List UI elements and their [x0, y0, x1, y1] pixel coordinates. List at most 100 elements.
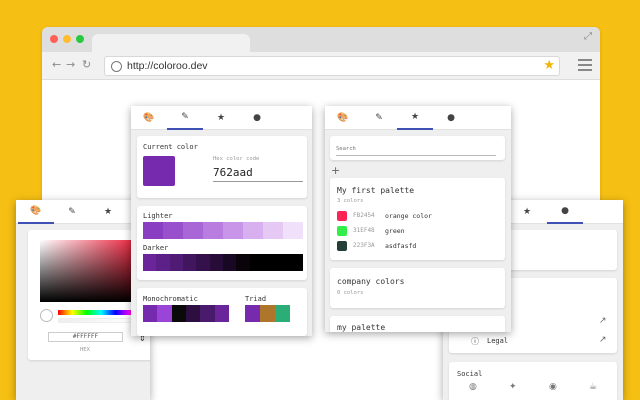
monochromatic-swatch[interactable] [200, 305, 215, 322]
star-tab-icon[interactable]: ★ [103, 207, 113, 217]
user-tab-icon[interactable]: ● [253, 113, 261, 123]
darker-swatch[interactable] [236, 254, 250, 271]
hamburger-menu-icon[interactable] [578, 59, 592, 74]
palette-tab-icon[interactable]: 🎨 [143, 113, 155, 123]
add-palette-button[interactable]: + [331, 164, 341, 177]
search-input[interactable]: Search [336, 146, 356, 152]
palette-color-hex: FB2454 [353, 212, 375, 219]
triad-swatch[interactable] [245, 305, 260, 322]
monochromatic-label: Monochromatic [143, 295, 198, 303]
darker-swatch[interactable] [182, 254, 197, 271]
social-heading: Social [457, 370, 483, 378]
twitter-icon[interactable]: ✦ [509, 382, 517, 392]
star-tab-icon[interactable]: ★ [397, 106, 433, 130]
close-window-button[interactable] [50, 35, 58, 43]
format-toggle-icon[interactable]: ⇕ [139, 334, 146, 343]
lighter-swatch[interactable] [183, 222, 203, 239]
darker-swatch[interactable] [222, 254, 237, 271]
saturation-area[interactable] [40, 240, 144, 302]
eyedropper-tab-icon[interactable]: ✎ [375, 113, 383, 123]
star-tab-icon[interactable]: ★ [522, 207, 532, 217]
back-icon[interactable]: ← [52, 58, 62, 71]
palette-card[interactable]: My first palette 3 colors FB2454 orange c… [330, 178, 505, 260]
legal-link[interactable]: Legal [487, 337, 509, 345]
browser-tab[interactable] [92, 34, 250, 52]
monochromatic-swatch-row [143, 305, 229, 322]
lighter-swatch[interactable] [223, 222, 243, 239]
darker-swatch[interactable] [196, 254, 210, 271]
browser-toolbar: ← → ↻ http://coloroo.dev ★ [42, 52, 600, 80]
monochromatic-swatch[interactable] [143, 305, 158, 322]
lighter-swatch[interactable] [283, 222, 303, 239]
palette-tab-icon[interactable]: 🎨 [337, 113, 349, 123]
darker-swatch[interactable] [169, 254, 183, 271]
browser-titlebar: ⤢ [42, 27, 600, 52]
star-tab-icon[interactable]: ★ [216, 113, 226, 123]
darker-swatch[interactable] [249, 254, 263, 271]
palette-color-row[interactable]: 31EF48 green [337, 225, 497, 240]
palette-tab-icon[interactable]: 🎨 [18, 200, 54, 224]
shades-card: Lighter Darker [137, 206, 307, 280]
palette-card[interactable]: my palette [330, 316, 505, 332]
palette-color-hex: 223F3A [353, 242, 375, 249]
forward-icon[interactable]: → [66, 58, 76, 71]
triad-label: Triad [245, 295, 267, 303]
palettes-panel-tabs: 🎨 ✎ ★ ● [325, 106, 511, 130]
social-card: Social ◍ ✦ ◉ ☕ [449, 362, 617, 400]
darker-swatch[interactable] [156, 254, 170, 271]
hex-code-input[interactable]: 762aad [213, 166, 253, 179]
triad-swatch[interactable] [260, 305, 275, 322]
darker-swatch[interactable] [289, 254, 303, 271]
external-link-icon[interactable]: ↗ [599, 335, 607, 345]
hex-input[interactable]: #FFFFFF [48, 332, 123, 342]
editor-panel: 🎨 ✎ ★ ● Current color Hex color code 762… [131, 106, 312, 336]
current-color-card: Current color Hex color code 762aad [137, 136, 307, 198]
color-picker-card: #FFFFFF HEX ⇕ [28, 230, 150, 360]
lighter-label: Lighter [143, 212, 173, 220]
darker-swatch-row [143, 254, 303, 271]
picker-panel: 🎨 ✎ ★ #FFFFFF HEX ⇕ [16, 200, 150, 400]
search-underline [336, 155, 496, 156]
maximize-window-button[interactable] [76, 35, 84, 43]
bookmark-star-icon[interactable]: ★ [543, 58, 555, 73]
monochromatic-swatch[interactable] [214, 305, 229, 322]
hue-slider[interactable] [58, 310, 144, 315]
eyedropper-tab-icon[interactable]: ✎ [167, 106, 203, 130]
palette-color-row[interactable]: 223F3A asdfasfd [337, 240, 497, 255]
monochromatic-swatch[interactable] [185, 305, 201, 322]
lighter-swatch[interactable] [243, 222, 263, 239]
github-icon[interactable]: ◉ [549, 382, 557, 392]
darker-swatch[interactable] [143, 254, 157, 271]
minimize-window-button[interactable] [63, 35, 71, 43]
user-tab-icon[interactable]: ● [447, 113, 455, 123]
external-link-icon[interactable]: ↗ [599, 316, 607, 326]
palette-card[interactable]: company colors 0 colors [330, 268, 505, 308]
search-card: Search [330, 136, 505, 160]
monochromatic-swatch[interactable] [157, 305, 172, 322]
lighter-swatch[interactable] [263, 222, 283, 239]
eyedropper-tab-icon[interactable]: ✎ [68, 207, 76, 217]
current-color-swatch[interactable] [143, 156, 175, 186]
hex-format-label: HEX [80, 347, 90, 353]
fullscreen-icon[interactable]: ⤢ [584, 31, 592, 42]
palette-color-list: FB2454 orange color 31EF48 green 223F3A asdfa… [337, 210, 497, 255]
lighter-swatch[interactable] [143, 222, 163, 239]
darker-swatch[interactable] [262, 254, 277, 271]
globe-icon[interactable]: ◍ [469, 382, 477, 392]
palette-color-row[interactable]: FB2454 orange color [337, 210, 497, 225]
hex-input-underline [213, 181, 303, 182]
palettes-panel: 🎨 ✎ ★ ● Search + My first palette 3 colo… [325, 106, 511, 332]
coffee-icon[interactable]: ☕ [589, 382, 598, 392]
triad-swatch[interactable] [275, 305, 290, 322]
palette-color-hex: 31EF48 [353, 227, 375, 234]
lighter-swatch[interactable] [163, 222, 183, 239]
reload-icon[interactable]: ↻ [82, 58, 92, 71]
palette-name: My first palette [337, 186, 415, 195]
lighter-swatch[interactable] [203, 222, 223, 239]
darker-swatch[interactable] [276, 254, 290, 271]
user-tab-icon[interactable]: ● [547, 200, 583, 224]
darker-swatch[interactable] [209, 254, 223, 271]
address-bar[interactable]: http://coloroo.dev ★ [104, 56, 560, 76]
monochromatic-swatch[interactable] [171, 305, 186, 322]
palette-name: my palette [337, 323, 386, 332]
